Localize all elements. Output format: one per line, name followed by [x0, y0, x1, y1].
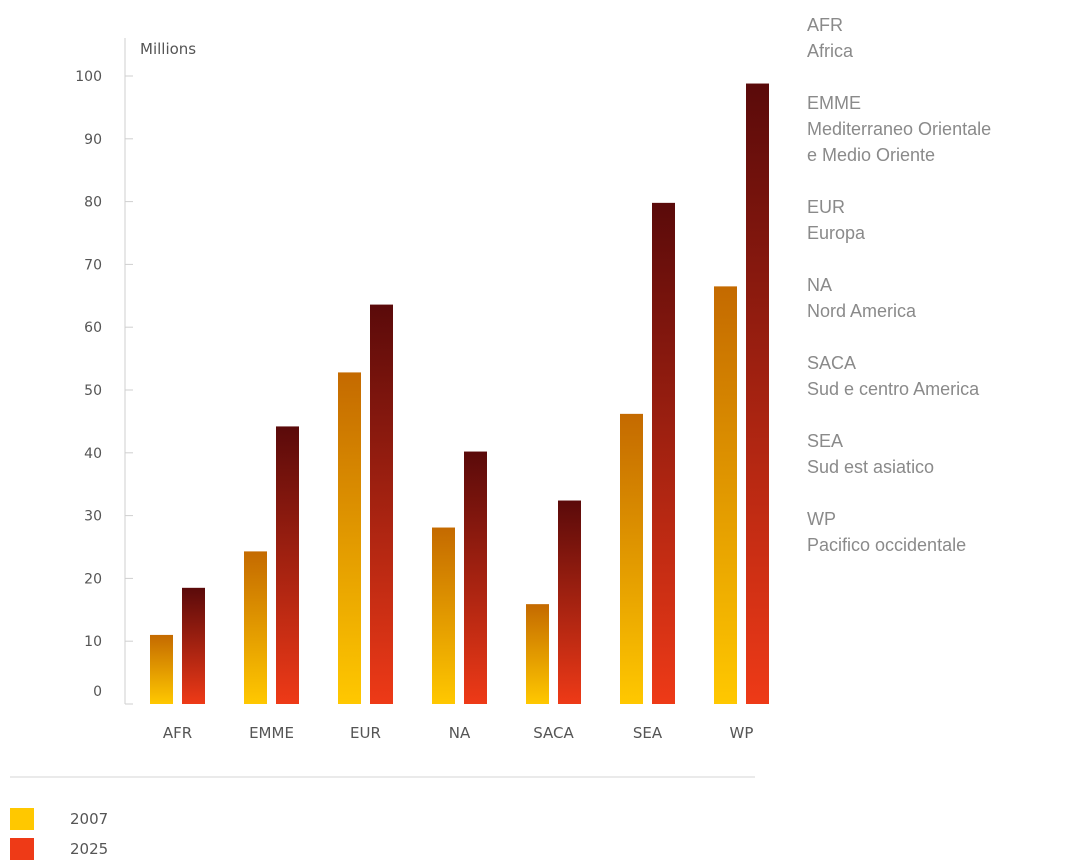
legend-swatch-2007 [10, 808, 34, 830]
y-tick-label: 30 [84, 509, 102, 525]
y-tick-label: 70 [84, 257, 102, 273]
bar-2007-eur [338, 372, 361, 704]
y-tick-label: 0 [93, 684, 102, 700]
y-tick-label: 20 [84, 571, 102, 587]
legend-label-2007: 2007 [70, 810, 108, 828]
region-glossary: AFR Africa EMME Mediterraneo Orientale e Me… [807, 12, 1069, 584]
region-name: Africa [807, 41, 854, 61]
x-category-label: EMME [249, 724, 294, 742]
y-tick-label: 80 [84, 195, 102, 211]
bar-2007-afr [150, 634, 173, 704]
region-code: WP [807, 509, 836, 529]
bar-2025-na [464, 451, 487, 704]
region-entry: SEA Sud est asiatico [807, 428, 1069, 480]
chart-legend: 2007 2025 [10, 776, 755, 860]
region-code: AFR [807, 15, 843, 35]
y-tick-label: 10 [84, 634, 102, 650]
region-name: Sud e centro America [807, 379, 980, 399]
region-entry: NA Nord America [807, 272, 1069, 324]
region-name: Europa [807, 223, 866, 243]
bar-2025-emme [276, 426, 299, 704]
region-name: Nord America [807, 301, 917, 321]
bar-2025-saca [558, 500, 581, 704]
legend-swatch-2025 [10, 838, 34, 860]
region-code: NA [807, 275, 833, 295]
legend-label-2025: 2025 [70, 840, 108, 858]
region-entry: AFR Africa [807, 12, 1069, 64]
y-axis-unit-label: Millions [140, 40, 196, 58]
x-category-label: EUR [350, 724, 381, 742]
x-category-label: SEA [633, 724, 663, 742]
bar-2007-emme [244, 551, 267, 704]
y-tick-label: 90 [84, 132, 102, 148]
x-category-label: SACA [533, 724, 574, 742]
region-entry: WP Pacifico occidentale [807, 506, 1069, 558]
bar-2025-eur [370, 304, 393, 704]
region-name: Sud est asiatico [807, 457, 935, 477]
bar-2025-wp [746, 83, 769, 704]
region-code: SEA [807, 431, 844, 451]
region-code: EMME [807, 93, 861, 113]
region-name: Mediterraneo Orientale e Medio Oriente [807, 119, 992, 165]
bar-chart: Millions 0 10 20 30 40 50 60 70 80 90 100 AFR EMME EUR… [10, 38, 769, 860]
region-name: Pacifico occidentale [807, 535, 967, 555]
bar-2007-sea [620, 413, 643, 704]
chart-axes [124, 38, 133, 705]
bar-2025-afr [182, 587, 205, 704]
region-entry: EUR Europa [807, 194, 1069, 246]
chart-labels: Millions 0 10 20 30 40 50 60 70 80 90 100 AFR EMME EUR… [75, 40, 753, 742]
y-tick-label: 50 [84, 383, 102, 399]
bar-2007-wp [714, 286, 737, 704]
bar-2007-saca [526, 604, 549, 704]
chart-bars [150, 83, 769, 704]
region-entry: EMME Mediterraneo Orientale e Medio Orien… [807, 90, 1069, 168]
y-tick-label: 60 [84, 320, 102, 336]
y-tick-label: 40 [84, 446, 102, 462]
region-code: SACA [807, 353, 857, 373]
region-code: EUR [807, 197, 846, 217]
x-category-label: WP [730, 724, 754, 742]
bar-2007-na [432, 527, 455, 704]
y-tick-label: 100 [75, 69, 102, 85]
x-category-label: NA [449, 724, 471, 742]
bar-2025-sea [652, 202, 675, 704]
x-category-label: AFR [163, 724, 192, 742]
region-entry: SACA Sud e centro America [807, 350, 1069, 402]
